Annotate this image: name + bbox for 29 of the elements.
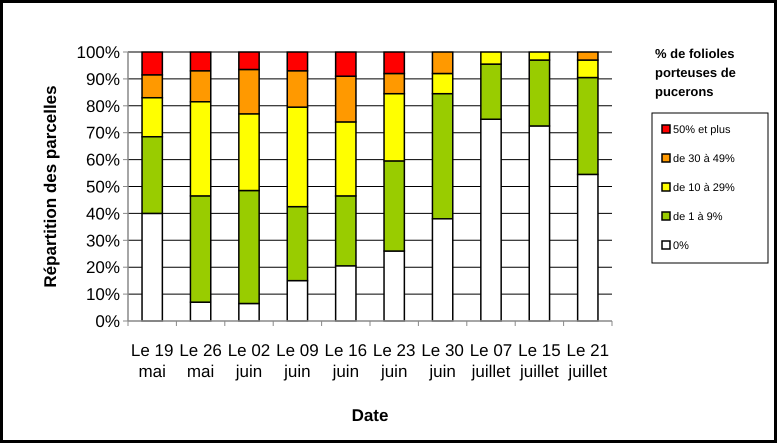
y-tick-label: 50%: [86, 177, 120, 196]
y-tick-label: 80%: [86, 96, 120, 116]
legend-label: 0%: [673, 240, 690, 252]
y-tick-label: 10%: [86, 285, 120, 304]
legend-label: de 1 à 9%: [673, 210, 723, 223]
y-tick-label: 30%: [86, 231, 120, 250]
x-tick-label: Le 21 juillet: [566, 341, 610, 381]
y-tick-label: 90%: [86, 70, 120, 89]
legend-label: de 10 à 29%: [673, 182, 735, 194]
legend-label: de 30 à 49%: [673, 152, 735, 165]
x-tick-label: Le 30 juin: [421, 341, 464, 381]
x-tick-label: Le 23 juin: [372, 341, 416, 381]
x-tick-label: Le 09 juin: [276, 341, 319, 381]
x-tick-label: Le 02 juin: [228, 341, 270, 381]
y-axis-title: Répartition des parcelles: [41, 85, 60, 288]
x-axis-title: Date: [352, 406, 388, 425]
x-tick-label: Le 16 juin: [324, 341, 368, 381]
legend-label: 50% et plus: [673, 124, 731, 136]
y-tick-label: 40%: [86, 204, 120, 224]
y-tick-label: 70%: [86, 124, 120, 143]
y-tick-label: 60%: [86, 150, 120, 170]
x-tick-label: Le 19 mai: [130, 341, 174, 381]
y-tick-label: 100%: [76, 42, 120, 62]
x-tick-label: Le 26 mai: [179, 341, 222, 381]
x-tick-label: Le 07 juillet: [470, 341, 512, 381]
legend-title: % de folioles porteuses de pucerons: [655, 46, 736, 99]
x-tick-label: Le 15 juillet: [518, 341, 561, 381]
y-tick-label: 20%: [86, 258, 120, 278]
y-tick-label: 0%: [95, 312, 120, 331]
